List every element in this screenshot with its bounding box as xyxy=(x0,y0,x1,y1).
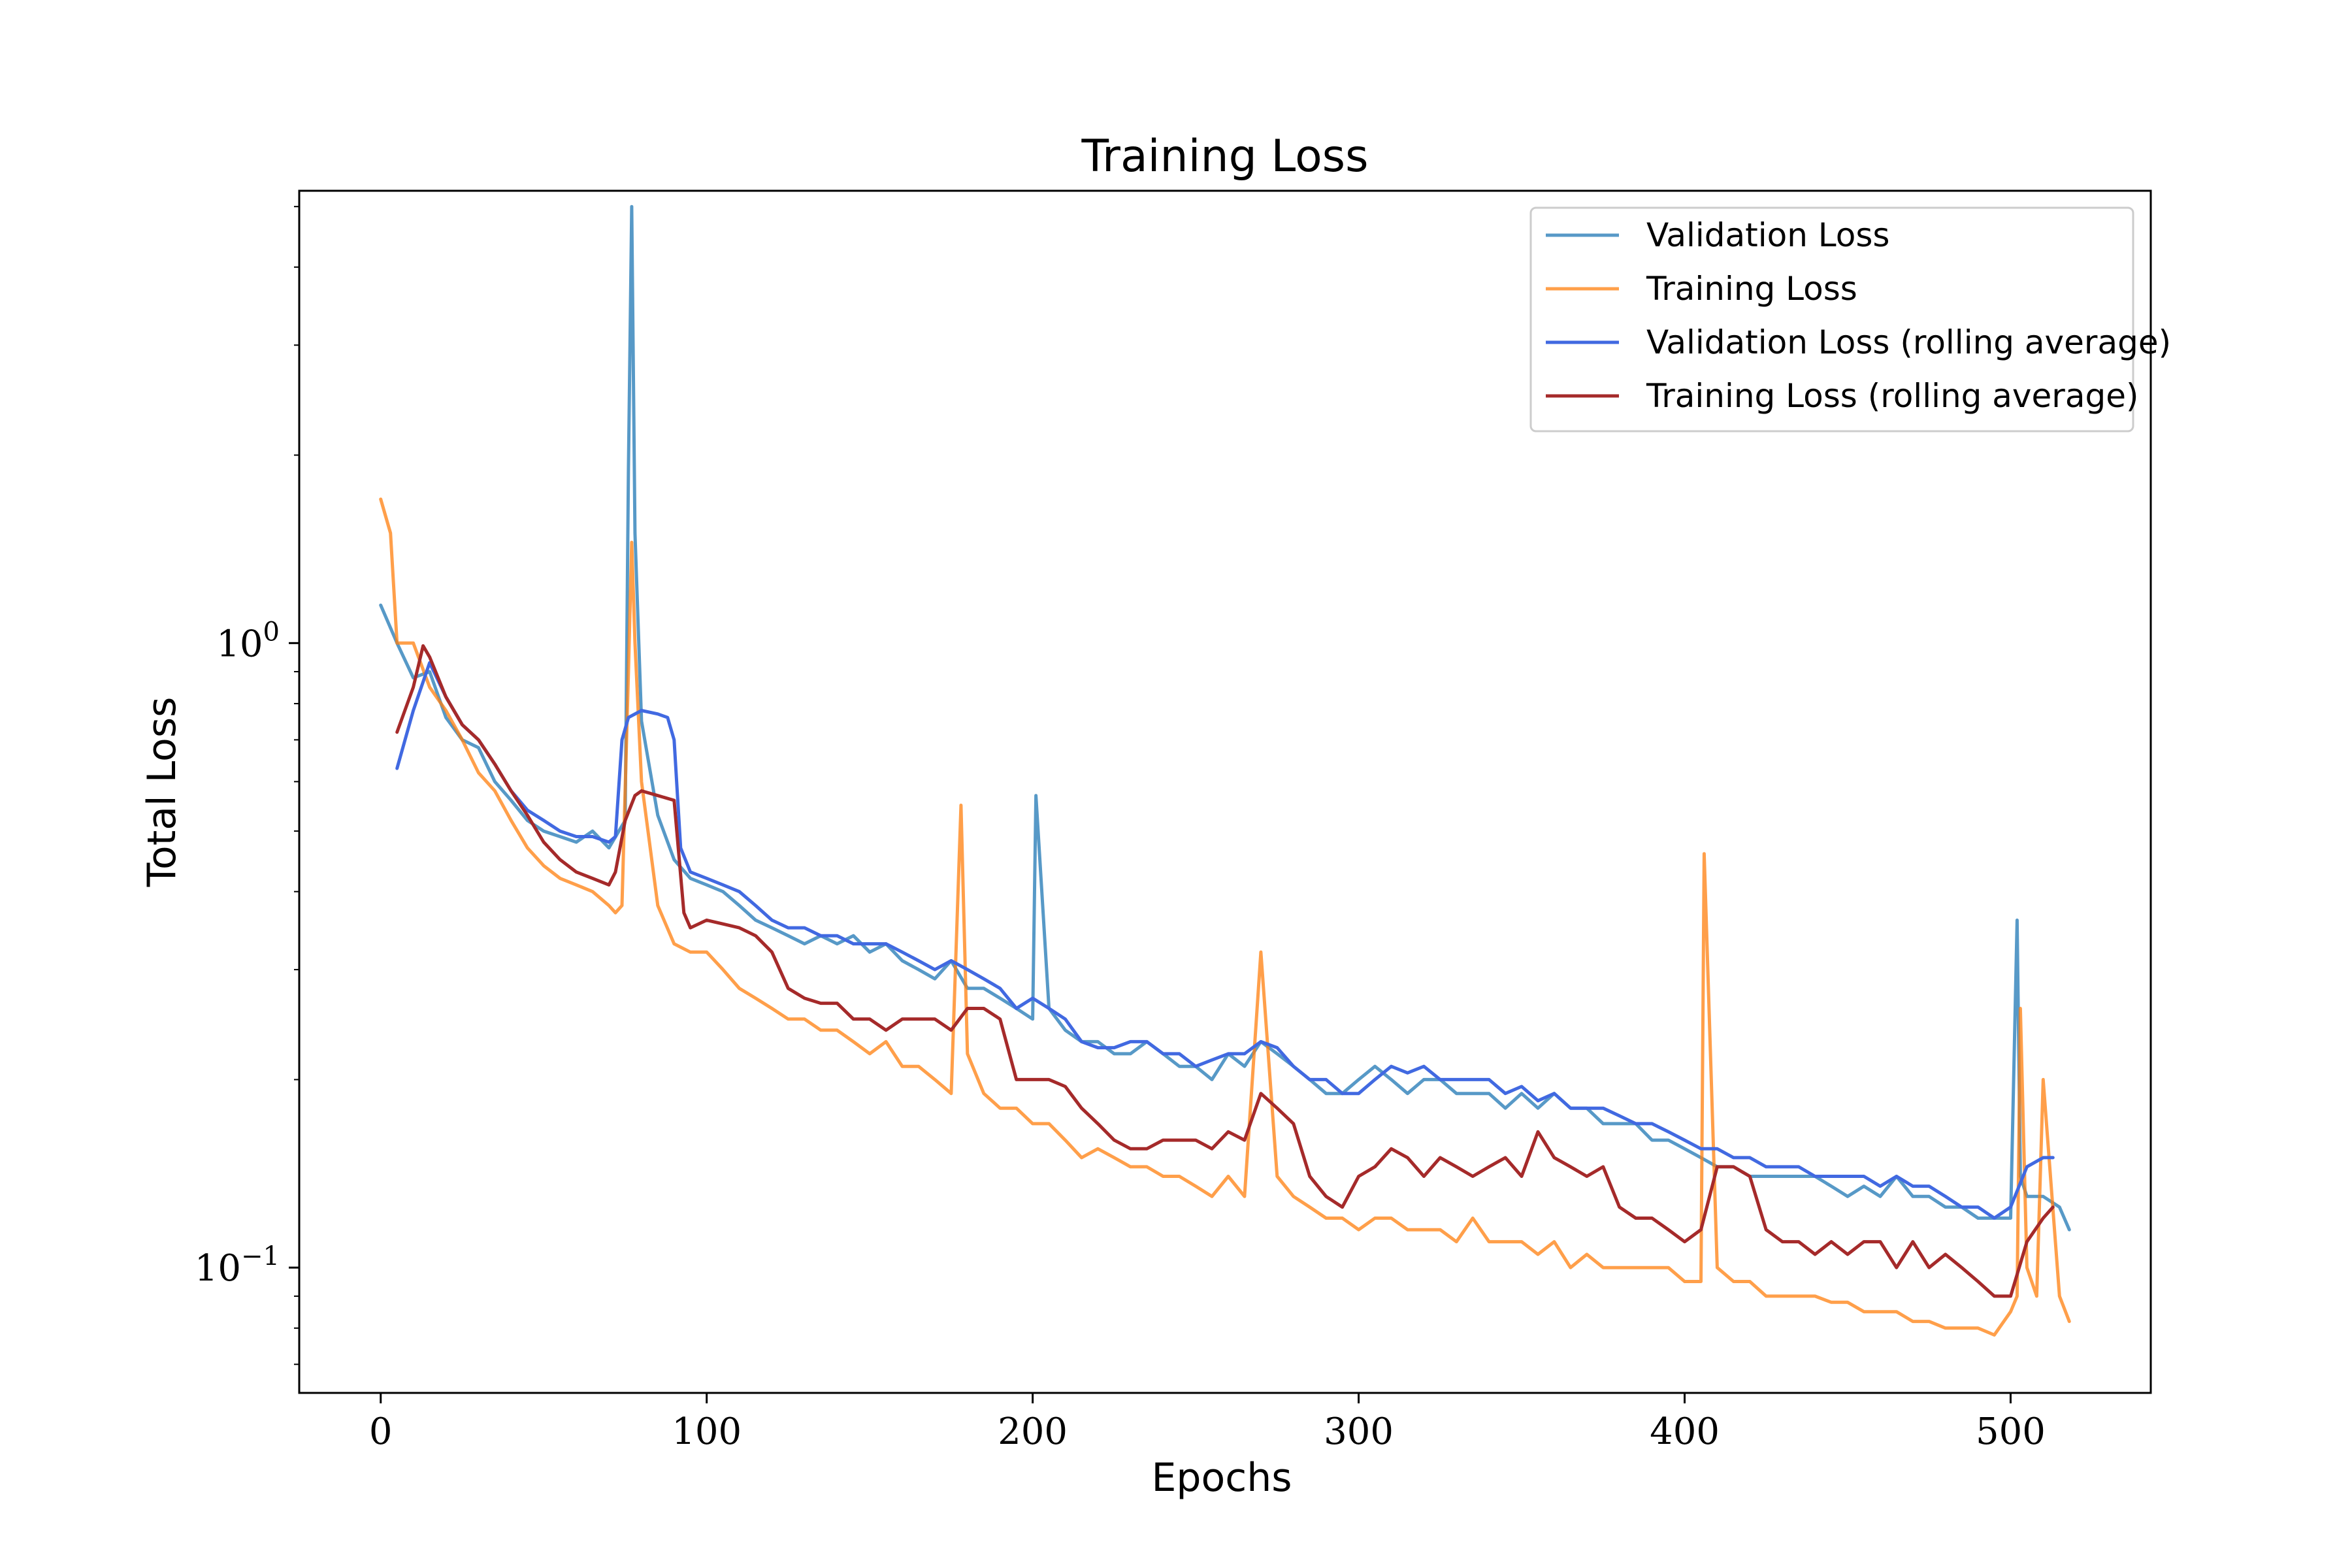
legend: Validation Loss Training Loss Validation L… xyxy=(1529,206,2171,433)
legend-label: Validation Loss (rolling average) xyxy=(1646,323,2171,361)
chart-title: Training Loss xyxy=(1081,131,1368,182)
legend-label: Validation Loss xyxy=(1646,216,1889,254)
x-tick-label: 100 xyxy=(672,1411,742,1453)
series-line-3 xyxy=(395,661,2055,1220)
x-tick-label: 400 xyxy=(1650,1411,1720,1453)
x-tick-label: 200 xyxy=(998,1411,1068,1453)
legend-label: Training Loss (rolling average) xyxy=(1646,377,2139,415)
y-axis-label: Total Loss xyxy=(139,697,185,888)
plot-frame xyxy=(298,189,2152,1394)
series-line-4 xyxy=(395,644,2055,1298)
y-axis: 10−1 100 xyxy=(195,206,299,1365)
y-tick-label: 100 xyxy=(216,617,280,665)
x-axis: 0 100 200 300 400 500 xyxy=(369,1393,2046,1453)
plot-area xyxy=(379,204,2071,1337)
y-tick-label: 10−1 xyxy=(195,1241,280,1290)
x-tick-label: 300 xyxy=(1324,1411,1394,1453)
series-line-2 xyxy=(379,497,2071,1337)
x-tick-label: 500 xyxy=(1976,1411,2046,1453)
legend-label: Training Loss xyxy=(1646,270,1857,308)
legend-box xyxy=(1529,206,2134,433)
series-line-1 xyxy=(379,204,2071,1232)
x-tick-label: 0 xyxy=(369,1411,393,1453)
x-axis-label: Epochs xyxy=(1152,1455,1292,1501)
